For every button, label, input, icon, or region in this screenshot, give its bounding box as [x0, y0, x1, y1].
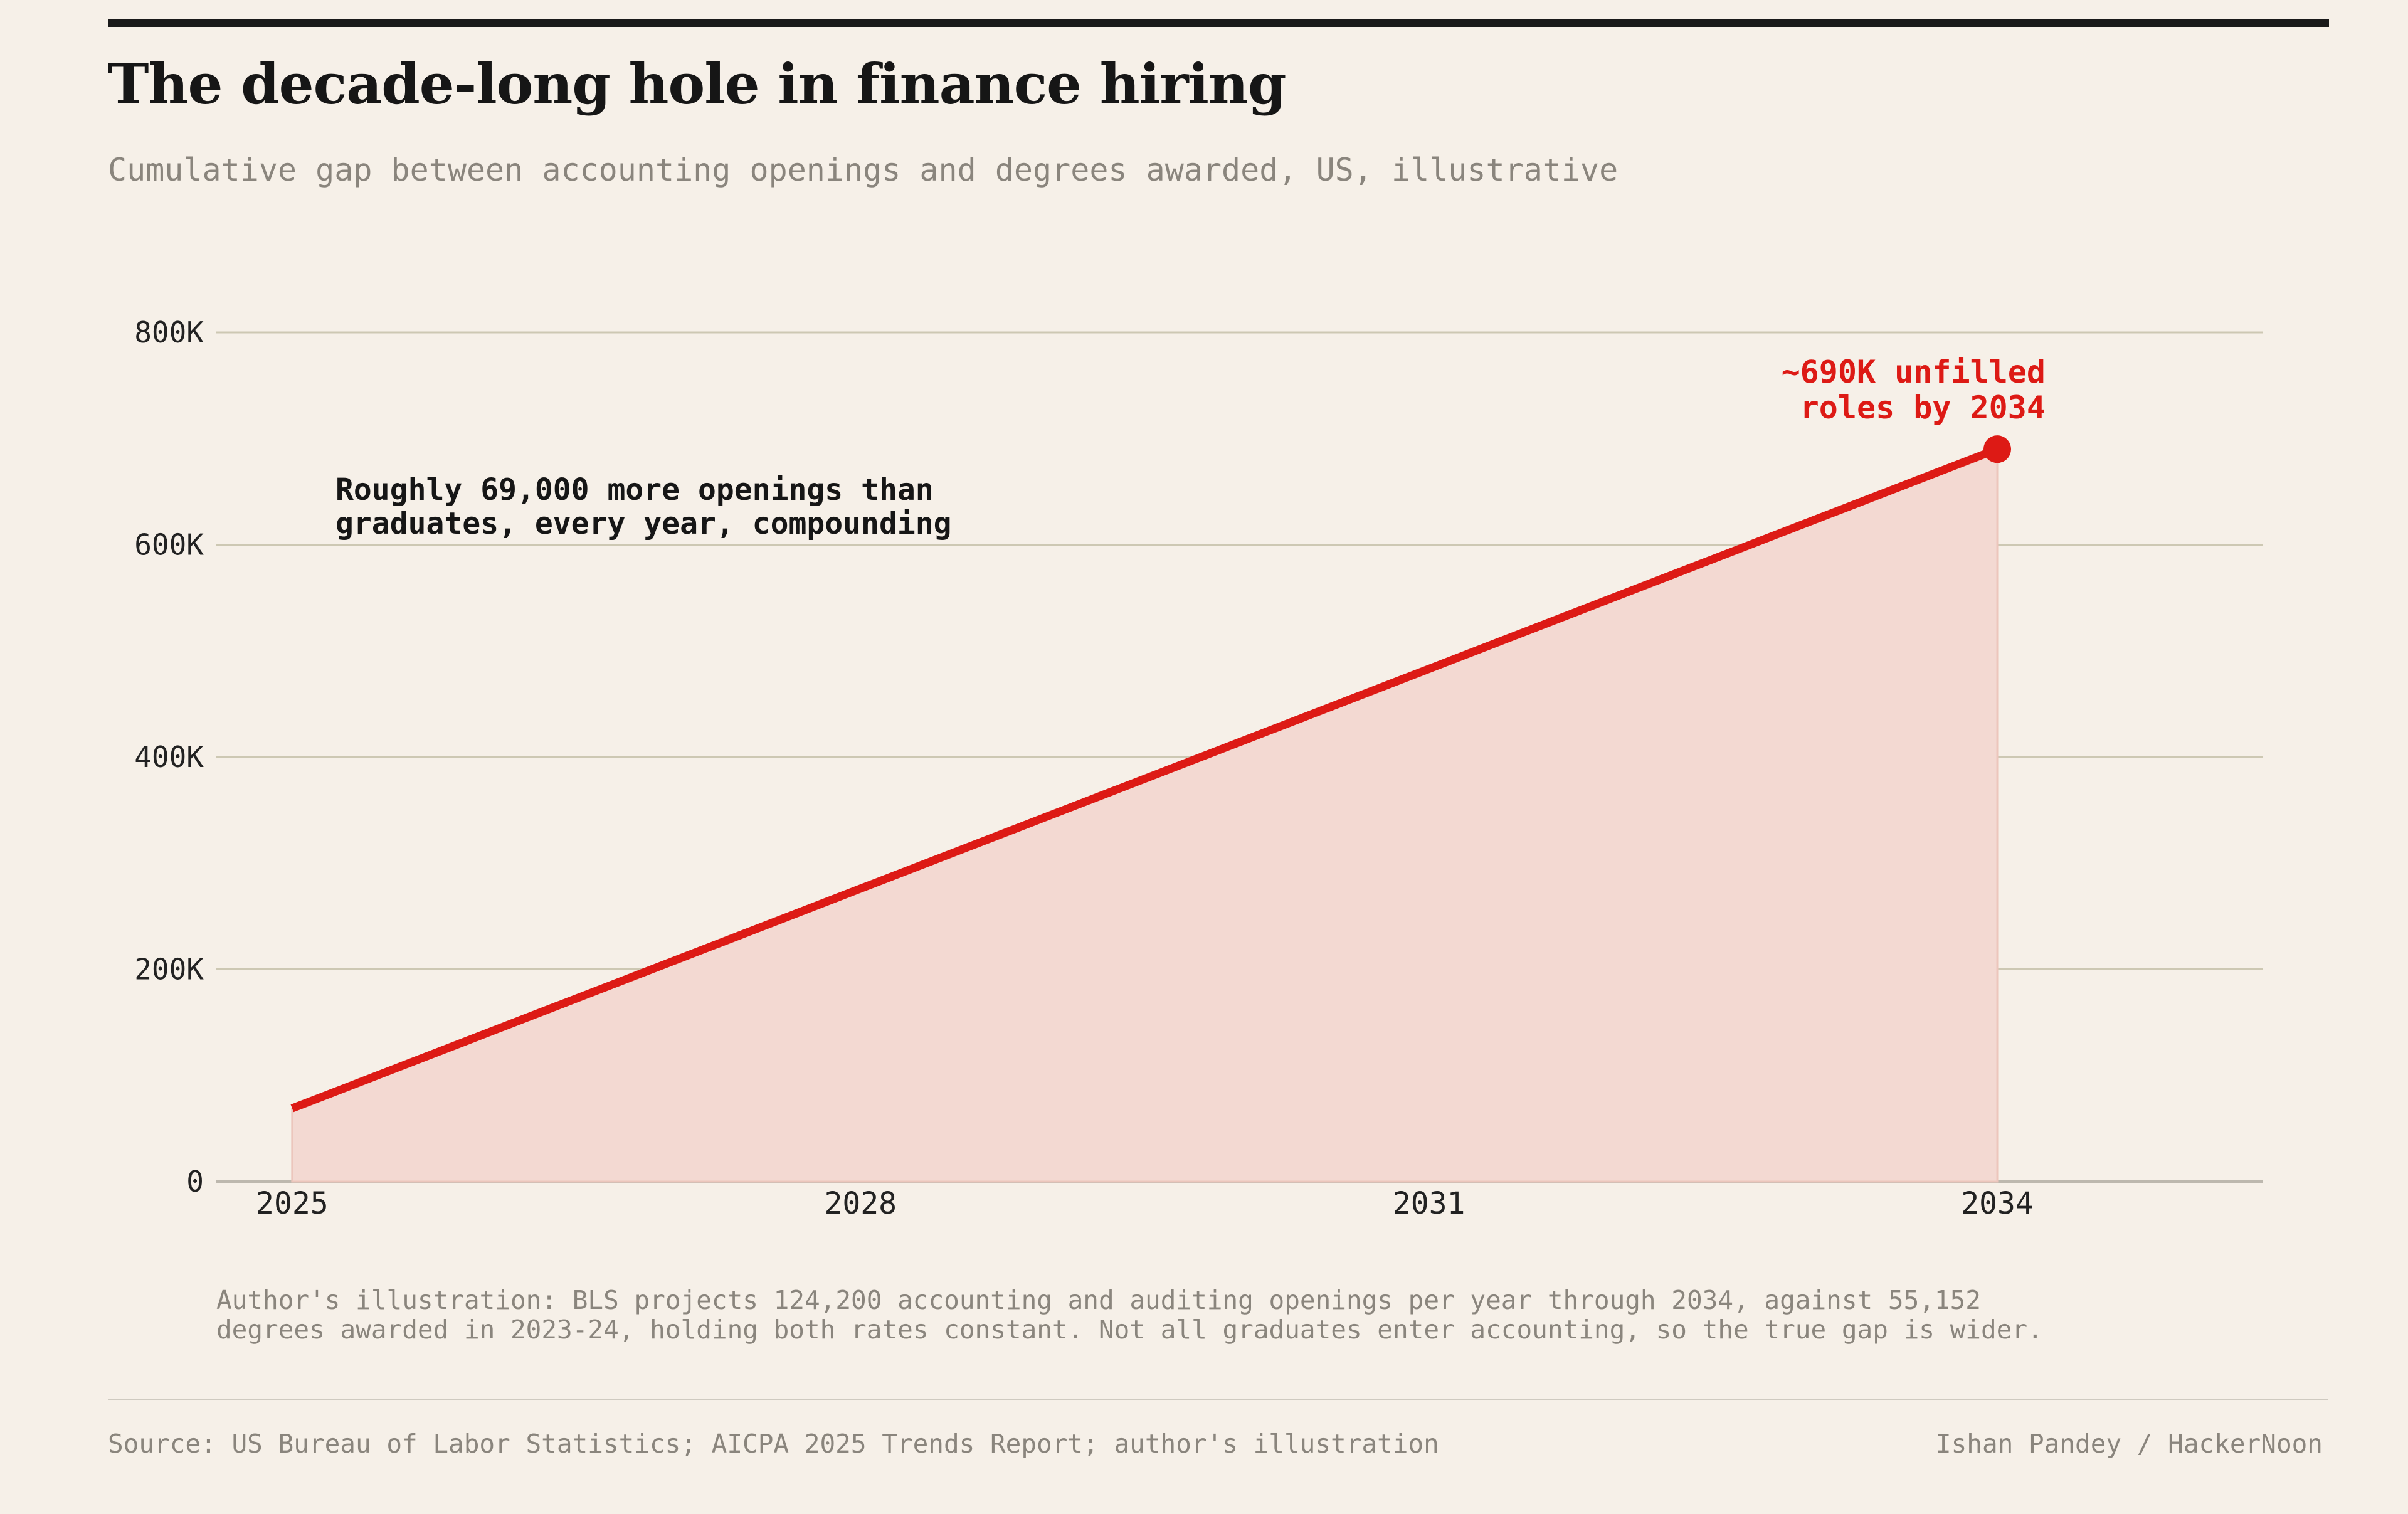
source-credit: Source: US Bureau of Labor Statistics; A…	[108, 1429, 1439, 1459]
chart-title: The decade-long hole in finance hiring	[108, 51, 1286, 117]
x-tick-label: 2028	[824, 1186, 897, 1221]
endpoint-marker	[1983, 435, 2012, 463]
y-tick-label: 800K	[134, 315, 204, 349]
annotation-endpoint: ~690K unfilled roles by 2034	[1782, 354, 2046, 426]
annotation-yearly-gap: Roughly 69,000 more openings than graduat…	[335, 472, 952, 541]
y-tick-label: 400K	[134, 740, 204, 774]
x-tick-label: 2031	[1393, 1186, 1465, 1221]
top-rule	[108, 19, 2329, 27]
footnote: Author's illustration: BLS projects 124,…	[216, 1285, 2043, 1345]
gap-area	[291, 447, 1999, 1183]
byline: Ishan Pandey / HackerNoon	[1935, 1429, 2323, 1459]
y-tick-label: 200K	[134, 953, 204, 987]
y-tick-label: 600K	[134, 528, 204, 562]
y-tick-label: 0	[186, 1165, 204, 1199]
x-tick-label: 2034	[1961, 1186, 2034, 1221]
chart-subtitle: Cumulative gap between accounting openin…	[108, 152, 1619, 188]
gap-series-line	[290, 445, 1999, 1113]
bottom-rule	[108, 1399, 2328, 1400]
x-tick-label: 2025	[256, 1186, 329, 1221]
